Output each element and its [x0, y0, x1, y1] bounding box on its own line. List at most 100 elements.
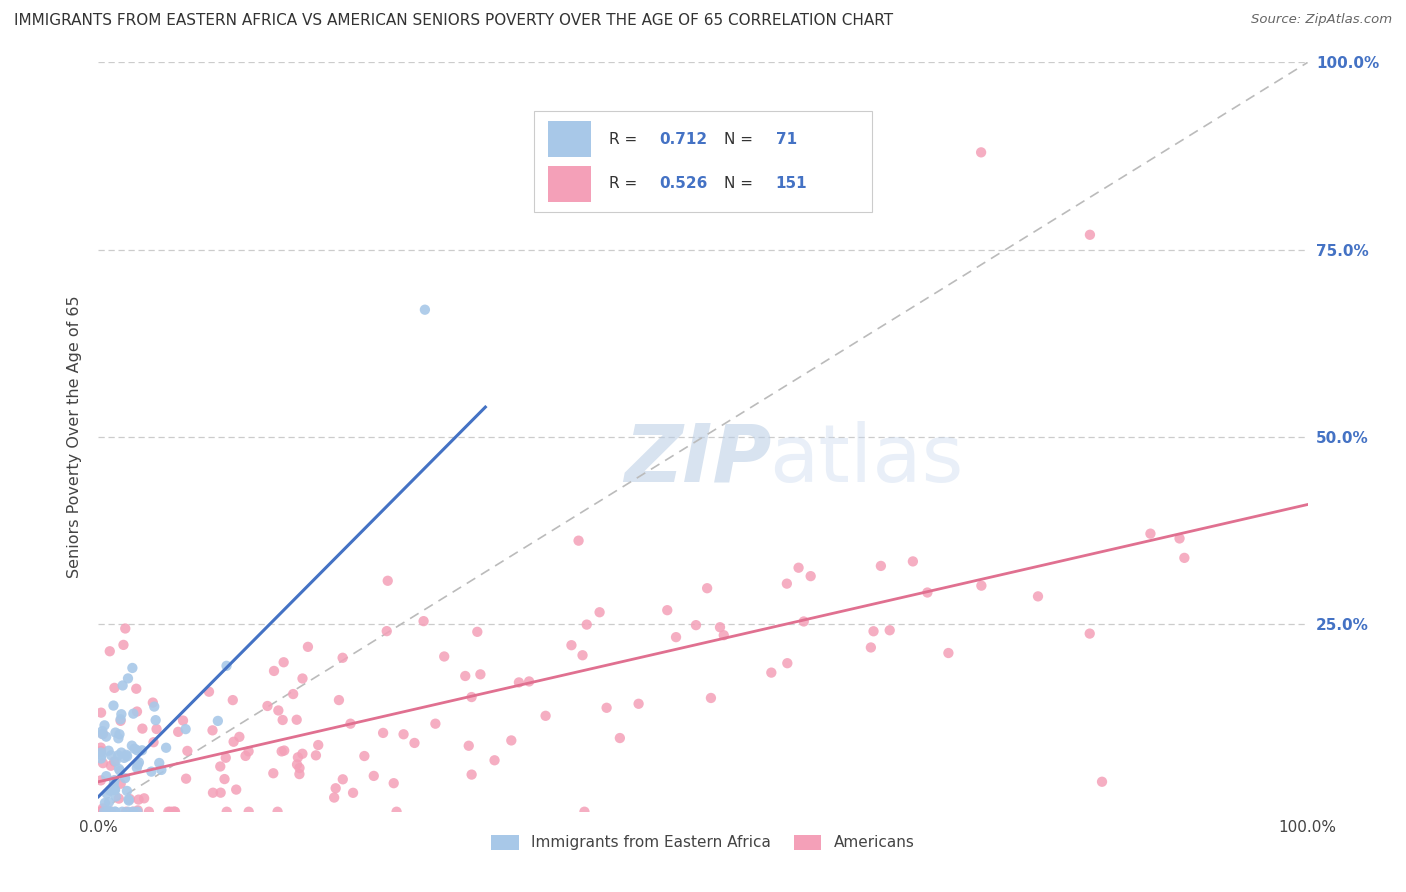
- Point: [138, 805, 160, 819]
- Point: [970, 145, 993, 160]
- Point: [291, 672, 314, 686]
- Point: [93, 718, 115, 732]
- Point: [98, 805, 121, 819]
- Point: [103, 755, 125, 769]
- Point: [209, 786, 232, 800]
- Point: [100, 782, 122, 797]
- Point: [776, 657, 799, 671]
- Point: [215, 805, 238, 819]
- Point: [225, 782, 247, 797]
- Text: N =: N =: [724, 177, 758, 192]
- Point: [91, 727, 114, 741]
- Point: [91, 724, 114, 739]
- Point: [1078, 626, 1101, 640]
- Legend: Immigrants from Eastern Africa, Americans: Immigrants from Eastern Africa, American…: [485, 829, 921, 856]
- Point: [125, 761, 148, 775]
- Point: [214, 772, 236, 786]
- Point: [125, 705, 148, 719]
- Point: [413, 302, 436, 317]
- Point: [128, 756, 150, 770]
- Point: [460, 690, 482, 704]
- Point: [162, 805, 184, 819]
- Point: [696, 581, 718, 595]
- Point: [121, 739, 143, 753]
- Point: [107, 748, 129, 763]
- Point: [127, 743, 149, 757]
- Point: [118, 794, 141, 808]
- Point: [457, 739, 479, 753]
- Point: [131, 722, 153, 736]
- Point: [90, 706, 112, 720]
- Point: [174, 772, 197, 786]
- Point: [98, 805, 121, 819]
- Text: N =: N =: [724, 132, 758, 147]
- Point: [256, 698, 278, 713]
- Point: [114, 771, 136, 785]
- Point: [454, 669, 477, 683]
- Point: [392, 727, 415, 741]
- Point: [534, 708, 557, 723]
- Point: [143, 699, 166, 714]
- Point: [100, 748, 122, 763]
- Point: [117, 792, 139, 806]
- Point: [385, 805, 408, 819]
- Point: [575, 617, 598, 632]
- Point: [96, 769, 118, 783]
- Point: [122, 706, 145, 721]
- Point: [263, 664, 285, 678]
- Point: [98, 644, 121, 658]
- Point: [305, 748, 328, 763]
- Text: Source: ZipAtlas.com: Source: ZipAtlas.com: [1251, 13, 1392, 27]
- Point: [127, 803, 149, 817]
- Point: [100, 805, 122, 819]
- Point: [787, 560, 810, 574]
- Point: [107, 731, 129, 746]
- Point: [127, 805, 149, 819]
- Point: [793, 615, 815, 629]
- Point: [332, 650, 354, 665]
- Point: [425, 716, 447, 731]
- FancyBboxPatch shape: [548, 121, 591, 158]
- Point: [484, 753, 506, 767]
- Point: [91, 801, 114, 815]
- Point: [142, 735, 165, 749]
- Point: [121, 661, 143, 675]
- Point: [97, 744, 120, 758]
- Point: [115, 747, 138, 762]
- Point: [266, 805, 288, 819]
- Point: [91, 727, 114, 741]
- Point: [110, 707, 132, 722]
- Point: [238, 805, 260, 819]
- Point: [285, 757, 308, 772]
- Point: [382, 776, 405, 790]
- Point: [91, 805, 114, 819]
- Point: [288, 767, 311, 781]
- Point: [148, 756, 170, 770]
- Point: [412, 614, 434, 628]
- Point: [134, 791, 156, 805]
- Point: [114, 622, 136, 636]
- Point: [574, 805, 596, 819]
- Point: [271, 713, 294, 727]
- Point: [93, 805, 115, 819]
- Text: 0.712: 0.712: [659, 132, 707, 147]
- Point: [501, 733, 523, 747]
- Point: [104, 805, 127, 819]
- Point: [657, 603, 679, 617]
- Point: [571, 648, 593, 663]
- Point: [150, 763, 173, 777]
- Point: [110, 777, 132, 791]
- Point: [115, 805, 138, 819]
- Point: [273, 743, 295, 757]
- Point: [142, 696, 165, 710]
- Point: [870, 558, 893, 573]
- Text: R =: R =: [609, 177, 641, 192]
- Point: [117, 805, 139, 819]
- Point: [1173, 550, 1195, 565]
- Point: [665, 630, 688, 644]
- Point: [222, 735, 245, 749]
- Point: [91, 756, 114, 771]
- Point: [938, 646, 960, 660]
- Point: [353, 749, 375, 764]
- Point: [595, 700, 617, 714]
